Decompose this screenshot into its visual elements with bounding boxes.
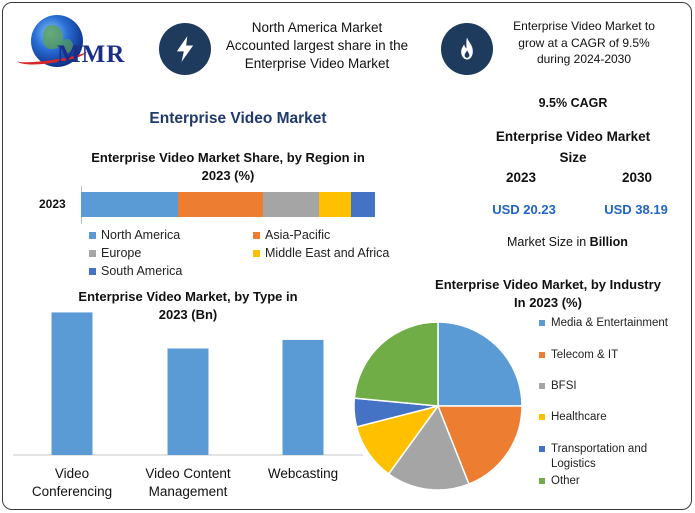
region-stacked-bar xyxy=(81,192,375,217)
cagr-line-2: grow at a CAGR of 9.5% xyxy=(518,35,650,50)
header-line-3: Enterprise Video Market xyxy=(244,56,390,71)
year-2030-label: 2030 xyxy=(621,170,653,185)
industry-legend-media-and-entertainment: Media & Entertainment xyxy=(539,316,689,331)
tick-line-2: Conferencing xyxy=(31,484,113,499)
legend-label: Telecom & IT xyxy=(551,349,619,361)
cagr-line-1: Enterprise Video Market to xyxy=(513,19,655,33)
region-legend-south-america: South America xyxy=(89,264,182,278)
legend-label: Healthcare xyxy=(551,411,607,423)
size-title-line-1: Enterprise Video Market xyxy=(495,129,651,144)
pie-slice-telecom-and-it xyxy=(436,405,523,486)
industry-legend-transportation-and-logistics: Transportation and Logistics xyxy=(539,442,689,472)
header-cagr-note: Enterprise Video Market to grow at a CAG… xyxy=(499,18,669,68)
legend-label: BFSI xyxy=(551,380,577,392)
legend-swatch xyxy=(253,231,260,239)
value-2023: USD 20.23 xyxy=(492,202,556,217)
type-tick-label: Video Conferencing xyxy=(12,465,132,501)
legend-swatch xyxy=(89,267,96,275)
type-title-line-1: Enterprise Video Market, by Type in xyxy=(78,289,298,304)
region-segment-asia-pacific xyxy=(178,192,264,217)
industry-title-line-2: In 2023 (%) xyxy=(514,295,582,310)
legend-swatch xyxy=(89,231,96,239)
value-2030: USD 38.19 xyxy=(604,202,668,217)
year-2023-label: 2023 xyxy=(505,170,537,185)
mmr-logo: MMR xyxy=(13,11,143,73)
globe-icon xyxy=(31,15,83,67)
region-legend-europe: Europe xyxy=(89,246,141,260)
type-title-line-2: 2023 (Bn) xyxy=(158,307,218,322)
type-bar-webcasting xyxy=(282,339,324,455)
legend-label: South America xyxy=(101,264,183,278)
type-bar-chart xyxy=(13,312,363,456)
type-bar-video-content-management xyxy=(167,348,209,455)
pie-slice-other xyxy=(353,321,439,407)
tick-line-1: Video Content xyxy=(145,466,231,481)
main-title: Enterprise Video Market xyxy=(149,110,327,127)
size-title-line-2: Size xyxy=(559,150,587,165)
legend-swatch xyxy=(539,478,545,484)
type-bar-video-conferencing xyxy=(51,312,93,455)
region-title-line-2: 2023 (%) xyxy=(201,168,255,183)
legend-swatch xyxy=(539,352,545,358)
region-segment-north-america xyxy=(81,192,179,217)
legend-swatch xyxy=(539,320,545,326)
legend-label: North America xyxy=(101,228,181,242)
legend-label: Transportation and Logistics xyxy=(551,443,648,470)
legend-label: Asia-Pacific xyxy=(265,228,331,242)
region-legend-north-america: North America xyxy=(89,228,180,242)
tick-line-1: Webcasting xyxy=(267,466,339,481)
legend-swatch xyxy=(539,383,545,389)
region-legend-asia-pacific: Asia-Pacific xyxy=(253,228,330,242)
header-highlight: North America Market Accounted largest s… xyxy=(217,19,417,73)
lightning-icon xyxy=(159,23,211,75)
pie-slice-bfsi xyxy=(387,404,470,491)
legend-swatch xyxy=(89,249,96,257)
legend-label: Middle East and Africa xyxy=(265,246,390,260)
industry-chart-title: Enterprise Video Market, by Industry In … xyxy=(413,276,683,312)
logo-text: MMR xyxy=(57,41,126,68)
legend-label: Other xyxy=(551,475,580,487)
flame-icon xyxy=(441,23,493,75)
type-tick-label: Video Content Management xyxy=(128,465,248,501)
region-title-line-1: Enterprise Video Market Share, by Region… xyxy=(91,150,365,165)
legend-label: Europe xyxy=(101,246,142,260)
size-panel-title: Enterprise Video Market Size xyxy=(473,126,673,168)
header-line-1: North America Market xyxy=(251,20,383,35)
legend-label: Media & Entertainment xyxy=(551,317,668,329)
cagr-label: 9.5% CAGR xyxy=(538,96,608,110)
size-footnote: Market Size in Billion xyxy=(507,235,628,249)
industry-legend-telecom-and-it: Telecom & IT xyxy=(539,348,689,363)
footnote-unit: Billion xyxy=(589,235,628,249)
industry-pie-chart xyxy=(353,321,523,491)
legend-swatch xyxy=(253,249,260,257)
cagr-line-3: during 2024-2030 xyxy=(536,52,632,66)
region-segment-south-america xyxy=(351,192,375,217)
region-category-label: 2023 xyxy=(39,197,66,211)
industry-legend-healthcare: Healthcare xyxy=(539,410,689,425)
legend-swatch xyxy=(539,414,545,420)
tick-line-2: Management xyxy=(148,484,228,499)
industry-legend-bfsi: BFSI xyxy=(539,379,689,394)
type-chart-title: Enterprise Video Market, by Type in 2023… xyxy=(43,288,333,324)
industry-legend-other: Other xyxy=(539,474,689,489)
header-line-2: Accounted largest share in the xyxy=(225,38,409,53)
region-legend-middle-east-and-africa: Middle East and Africa xyxy=(253,246,389,260)
region-chart-title: Enterprise Video Market Share, by Region… xyxy=(63,149,393,185)
region-segment-middle-east-and-africa xyxy=(319,192,352,217)
type-tick-label: Webcasting xyxy=(243,465,363,483)
footnote-prefix: Market Size in xyxy=(507,235,590,249)
industry-title-line-1: Enterprise Video Market, by Industry xyxy=(435,277,661,292)
pie-slice-media-and-entertainment xyxy=(437,321,523,407)
tick-line-1: Video xyxy=(54,466,90,481)
region-segment-europe xyxy=(263,192,320,217)
legend-swatch xyxy=(539,446,545,452)
